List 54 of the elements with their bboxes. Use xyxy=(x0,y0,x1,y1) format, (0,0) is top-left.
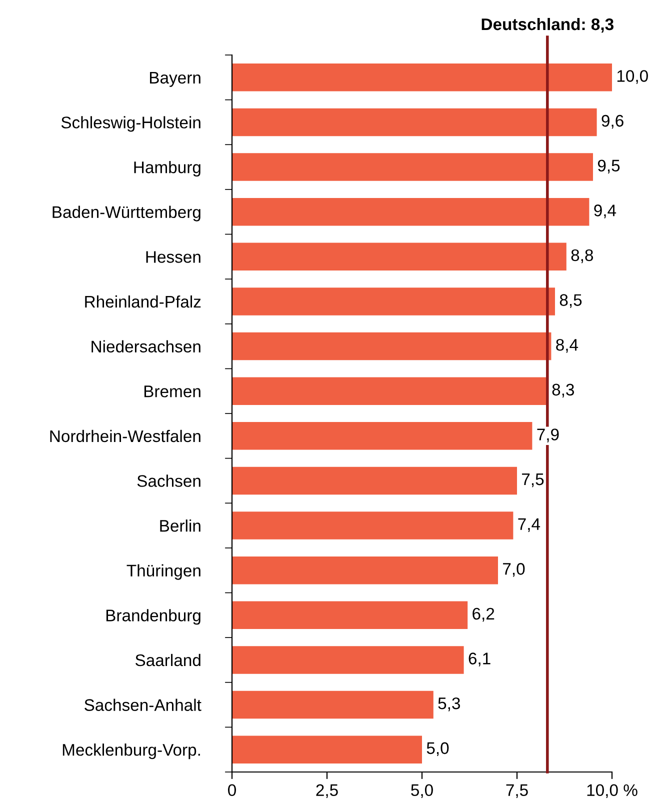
data-label: 8,8 xyxy=(571,249,594,264)
data-label: 10,0 xyxy=(617,70,648,84)
y-tick-label: Hessen xyxy=(146,251,200,263)
x-tick-label: 7,5 xyxy=(506,784,528,798)
y-tick-label: Bremen xyxy=(144,386,200,398)
data-label: 9,6 xyxy=(602,114,624,129)
x-tick-label: 0 xyxy=(228,784,236,796)
bar xyxy=(232,466,517,495)
data-label: 5,3 xyxy=(438,697,460,712)
y-tick-label: Sachsen xyxy=(137,474,200,487)
bar xyxy=(232,736,422,764)
data-label: 7,5 xyxy=(522,474,544,488)
y-tick-label: Baden-Württemberg xyxy=(52,206,200,222)
x-tick-label: 10,0 % xyxy=(587,784,638,798)
y-tick-label: Mecklenburg-Vorp. xyxy=(62,744,200,760)
y-tick-label: Niedersachsen xyxy=(92,340,200,352)
data-label: 7,0 xyxy=(503,563,525,577)
data-label: 6,1 xyxy=(468,652,490,666)
y-tick-label: Sachsen-Anhalt xyxy=(84,698,202,711)
y-tick-label: Rheinland-Pfalz xyxy=(85,295,201,308)
bar xyxy=(232,242,566,271)
data-label: 7,4 xyxy=(518,518,540,532)
y-tick-label: Hamburg xyxy=(134,160,200,177)
x-tick-label: 5,0 xyxy=(411,784,433,798)
y-tick-label: Nordrhein-Westfalen xyxy=(50,430,200,442)
bar xyxy=(232,512,514,540)
bar xyxy=(232,556,498,584)
data-label: 8,5 xyxy=(560,294,582,308)
bar xyxy=(232,332,552,360)
data-label: 8,3 xyxy=(552,384,574,398)
bar xyxy=(232,108,597,136)
y-tick-label: Brandenburg xyxy=(106,609,200,625)
y-tick-label: Berlin xyxy=(160,519,200,532)
data-label: 9,5 xyxy=(598,160,620,174)
data-label: 6,2 xyxy=(472,608,494,622)
bar xyxy=(232,422,532,450)
bar xyxy=(232,646,464,674)
bar xyxy=(232,377,548,405)
bar xyxy=(232,601,468,630)
bar xyxy=(232,153,593,181)
data-label: 8,4 xyxy=(556,338,578,353)
bar xyxy=(232,288,555,316)
ref-line-label: Deutschland: 8,3 xyxy=(482,18,614,33)
data-label: 5,0 xyxy=(426,742,449,756)
y-tick-label: Thüringen xyxy=(126,564,200,580)
data-label: 7,9 xyxy=(537,428,559,442)
bar xyxy=(232,690,434,719)
y-tick-label: Bayern xyxy=(150,72,200,87)
data-label: 9,4 xyxy=(594,204,616,218)
y-tick-label: Saarland xyxy=(135,654,200,666)
y-tick-label: Schleswig-Holstein xyxy=(61,116,200,132)
bar xyxy=(232,198,590,226)
bar xyxy=(232,64,612,92)
x-tick-label: 2,5 xyxy=(316,784,338,798)
